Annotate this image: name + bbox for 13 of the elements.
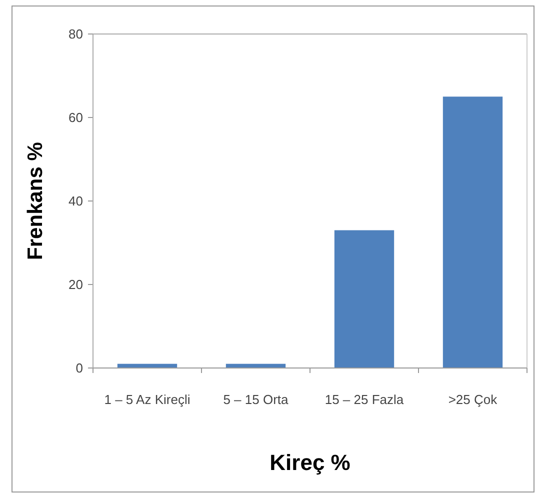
y-axis-title: Frenkans % — [24, 142, 47, 260]
y-tick-label: 60 — [68, 110, 83, 126]
x-tick-label: 15 – 25 Fazla — [324, 392, 404, 407]
y-tick-label: 20 — [68, 277, 83, 292]
y-tick-label: 40 — [68, 194, 83, 209]
bar — [334, 230, 394, 368]
x-tick-label: >25 Çok — [448, 392, 498, 407]
y-tick-label: 0 — [76, 360, 83, 376]
x-axis-title: Kireç % — [270, 450, 350, 475]
x-tick-label: 1 – 5 Az Kireçli — [104, 392, 190, 407]
y-tick-label: 80 — [68, 26, 83, 42]
x-tick-label: 5 – 15 Orta — [223, 392, 290, 407]
bar — [442, 96, 503, 368]
